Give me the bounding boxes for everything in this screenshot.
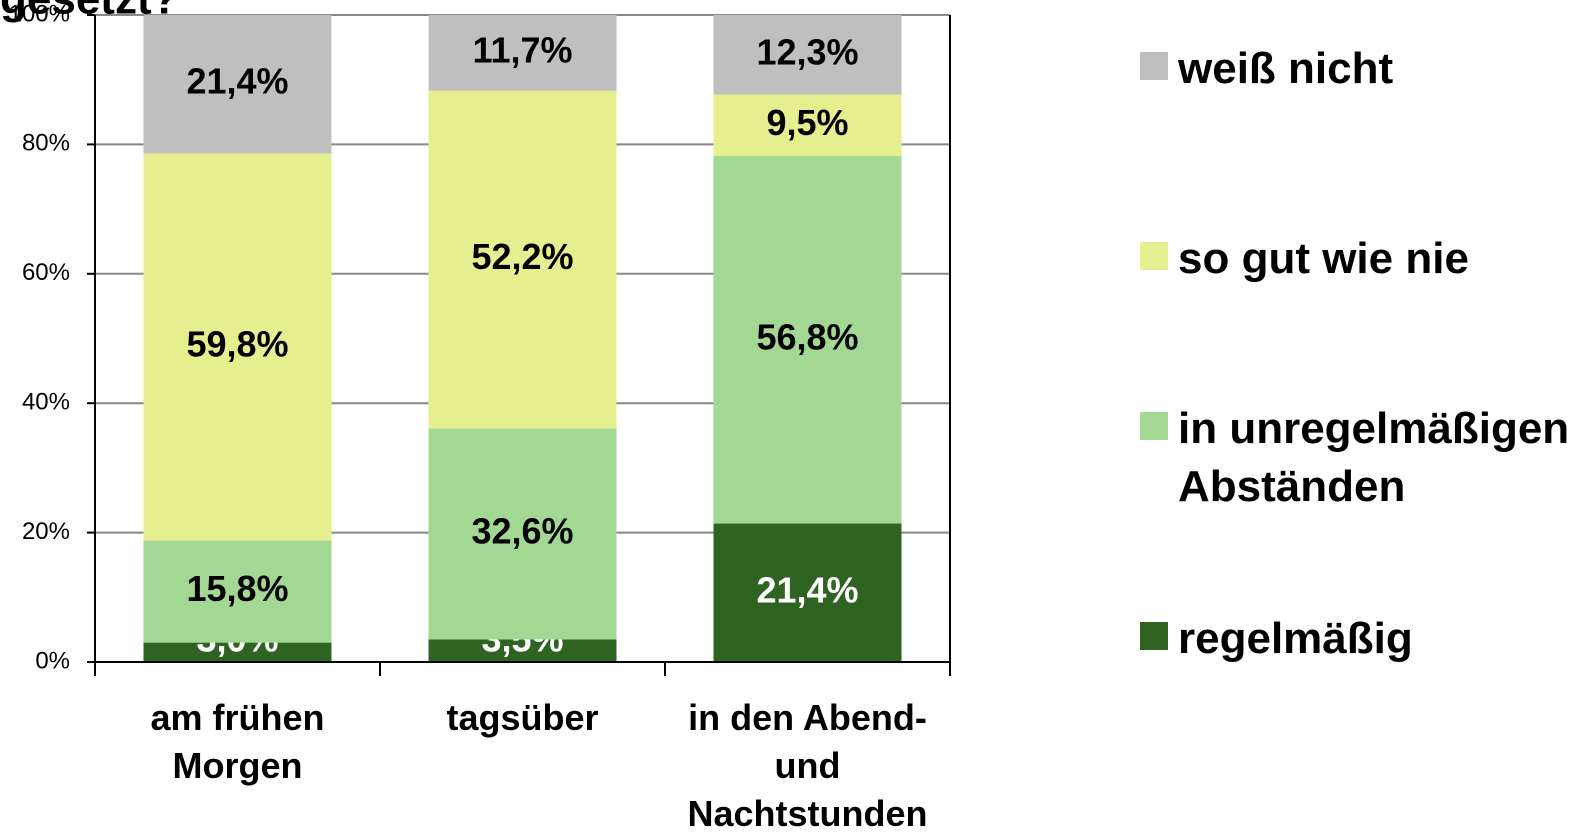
legend-label: weiß nicht <box>1178 44 1394 93</box>
legend-swatch <box>1140 52 1168 80</box>
x-tick-label: am frühen Morgen <box>150 697 325 786</box>
y-tick-label: 0% <box>35 647 70 674</box>
bar-segment <box>428 639 617 662</box>
value-label: 21,4% <box>756 569 858 610</box>
bar-segment <box>713 15 902 95</box>
y-tick-label: 40% <box>22 389 70 416</box>
value-label: 56,8% <box>756 316 858 357</box>
bar-segment <box>713 156 902 524</box>
bar-segment <box>428 428 617 640</box>
bar-segment <box>713 523 902 662</box>
bar-segment <box>143 642 332 662</box>
y-tick-label: 60% <box>22 259 70 286</box>
value-label: 21,4% <box>186 61 288 102</box>
y-tick-label: 100% <box>9 0 70 27</box>
value-label: 9,5% <box>766 102 848 143</box>
bar-segment <box>143 540 332 643</box>
y-tick-label: 20% <box>22 518 70 545</box>
value-label: 15,8% <box>186 568 288 609</box>
legend-swatch <box>1140 412 1168 440</box>
value-label: 12,3% <box>756 31 858 72</box>
value-label: 59,8% <box>186 323 288 364</box>
y-tick-label: 80% <box>22 130 70 157</box>
value-label: 11,7% <box>472 29 572 70</box>
legend-item: in unregelmäßigen Abständen <box>1140 400 1579 516</box>
legend-item: weiß nicht <box>1140 40 1579 98</box>
legend-label: regelmäßig <box>1178 614 1413 663</box>
x-tick-label: in den Abend- und Nachtstunden <box>687 697 928 834</box>
chart-title: gesetzt? <box>0 0 178 24</box>
bar-segment <box>143 153 332 541</box>
value-label: 52,2% <box>471 236 573 277</box>
value-label: 32,6% <box>471 510 573 551</box>
x-tick-label: tagsüber <box>446 697 599 738</box>
legend-swatch <box>1140 622 1168 650</box>
legend-label: in unregelmäßigen Abständen <box>1178 404 1570 511</box>
bar-segment <box>428 90 617 429</box>
legend-swatch <box>1140 242 1168 270</box>
bar-segment <box>143 15 332 154</box>
legend-label: so gut wie nie <box>1178 234 1469 283</box>
bar-segment <box>428 15 617 91</box>
legend-item: regelmäßig <box>1140 610 1579 668</box>
bar-segment <box>713 94 902 157</box>
legend-item: so gut wie nie <box>1140 230 1579 288</box>
